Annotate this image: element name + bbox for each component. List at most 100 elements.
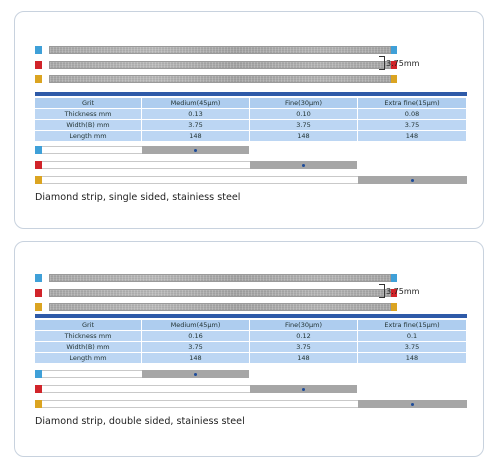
indicator-segment xyxy=(250,385,357,393)
indicator-segment xyxy=(142,146,249,154)
spec-table-header: Grit Medium(45μm) Fine(30μm) Extra fine(… xyxy=(35,320,467,330)
table-cell: 0.13 xyxy=(142,109,250,119)
strip-end-cap xyxy=(391,274,397,282)
width-dimension-bracket xyxy=(379,56,385,70)
section-divider-bar xyxy=(35,92,467,96)
table-cell: 148 xyxy=(142,353,250,363)
spec-table: Grit Medium(45μm) Fine(30μm) Extra fine(… xyxy=(35,319,467,364)
diamond-strip-image xyxy=(49,75,391,83)
diamond-strip-image xyxy=(49,274,391,282)
grit-indicator-extra-fine xyxy=(35,400,467,408)
diamond-strip-image xyxy=(49,303,391,311)
color-marker-yellow xyxy=(35,303,42,311)
table-cell: 3.75 xyxy=(142,120,250,130)
strip-end-cap xyxy=(391,61,397,69)
row-label: Length mm xyxy=(35,353,142,363)
row-label: Length mm xyxy=(35,131,142,141)
table-cell: 148 xyxy=(358,353,467,363)
header-cell: Fine(30μm) xyxy=(250,320,358,330)
indicator-track xyxy=(42,400,358,408)
diamond-strip-image xyxy=(49,46,391,54)
table-row: Length mm 148 148 148 xyxy=(35,353,467,363)
header-cell: Medium(45μm) xyxy=(142,98,250,108)
grit-indicator-medium xyxy=(35,146,467,154)
table-cell: 0.08 xyxy=(358,109,467,119)
grit-indicator-extra-fine xyxy=(35,176,467,184)
indicator-segment xyxy=(358,176,467,184)
dot-icon xyxy=(411,402,414,406)
color-marker-yellow xyxy=(35,75,42,83)
grit-indicator-fine xyxy=(35,161,467,169)
table-cell: 3.75 xyxy=(250,120,358,130)
indicator-track xyxy=(42,146,142,154)
table-cell: 3.75 xyxy=(250,342,358,352)
color-marker-blue xyxy=(35,46,42,54)
color-marker-yellow xyxy=(35,400,42,408)
table-cell: 148 xyxy=(358,131,467,141)
dot-icon xyxy=(302,163,305,167)
indicator-segment xyxy=(358,400,467,408)
diamond-strip-image xyxy=(49,61,391,69)
color-marker-red xyxy=(35,289,42,297)
indicator-track xyxy=(42,176,358,184)
color-marker-blue xyxy=(35,146,42,154)
header-cell: Extra fine(15μm) xyxy=(358,320,467,330)
width-dimension-label: 3.75mm xyxy=(386,287,420,296)
spec-table: Grit Medium(45μm) Fine(30μm) Extra fine(… xyxy=(35,97,467,142)
indicator-track xyxy=(42,385,250,393)
indicator-segment xyxy=(250,161,357,169)
strip-end-cap xyxy=(391,303,397,311)
header-cell: Medium(45μm) xyxy=(142,320,250,330)
section-divider-bar xyxy=(35,314,467,318)
row-label: Thickness mm xyxy=(35,331,142,341)
product-caption: Diamond strip, double sided, stainiess s… xyxy=(35,416,245,427)
table-row: Thickness mm 0.13 0.10 0.08 xyxy=(35,109,467,119)
strip-end-cap xyxy=(391,289,397,297)
dot-icon xyxy=(411,178,414,182)
header-cell: Extra fine(15μm) xyxy=(358,98,467,108)
table-cell: 3.75 xyxy=(358,342,467,352)
header-cell: Grit xyxy=(35,320,142,330)
table-cell: 148 xyxy=(250,131,358,141)
product-card-single-sided: 3.75mm Grit Medium(45μm) Fine(30μm) Extr… xyxy=(14,11,484,229)
table-cell: 0.1 xyxy=(358,331,467,341)
table-cell: 3.75 xyxy=(142,342,250,352)
table-cell: 0.10 xyxy=(250,109,358,119)
table-cell: 3.75 xyxy=(358,120,467,130)
color-marker-red xyxy=(35,61,42,69)
color-marker-blue xyxy=(35,274,42,282)
color-marker-red xyxy=(35,161,42,169)
table-cell: 148 xyxy=(250,353,358,363)
strip-end-cap xyxy=(391,75,397,83)
row-label: Width(B) mm xyxy=(35,342,142,352)
color-marker-blue xyxy=(35,370,42,378)
table-row: Thickness mm 0.16 0.12 0.1 xyxy=(35,331,467,341)
indicator-track xyxy=(42,370,142,378)
product-caption: Diamond strip, single sided, stainiess s… xyxy=(35,192,241,203)
width-dimension-bracket xyxy=(379,284,385,298)
table-row: Length mm 148 148 148 xyxy=(35,131,467,141)
diamond-strip-image xyxy=(49,289,391,297)
table-row: Width(B) mm 3.75 3.75 3.75 xyxy=(35,342,467,352)
table-cell: 0.16 xyxy=(142,331,250,341)
table-cell: 0.12 xyxy=(250,331,358,341)
indicator-track xyxy=(42,161,250,169)
color-marker-yellow xyxy=(35,176,42,184)
product-card-double-sided: 3.75mm Grit Medium(45μm) Fine(30μm) Extr… xyxy=(14,241,484,457)
indicator-segment xyxy=(142,370,249,378)
row-label: Width(B) mm xyxy=(35,120,142,130)
spec-table-header: Grit Medium(45μm) Fine(30μm) Extra fine(… xyxy=(35,98,467,108)
grit-indicator-medium xyxy=(35,370,467,378)
dot-icon xyxy=(194,372,197,376)
width-dimension-label: 3.75mm xyxy=(386,59,420,68)
dot-icon xyxy=(302,387,305,391)
row-label: Thickness mm xyxy=(35,109,142,119)
grit-indicator-fine xyxy=(35,385,467,393)
dot-icon xyxy=(194,148,197,152)
color-marker-red xyxy=(35,385,42,393)
table-row: Width(B) mm 3.75 3.75 3.75 xyxy=(35,120,467,130)
table-cell: 148 xyxy=(142,131,250,141)
header-cell: Fine(30μm) xyxy=(250,98,358,108)
header-cell: Grit xyxy=(35,98,142,108)
strip-end-cap xyxy=(391,46,397,54)
